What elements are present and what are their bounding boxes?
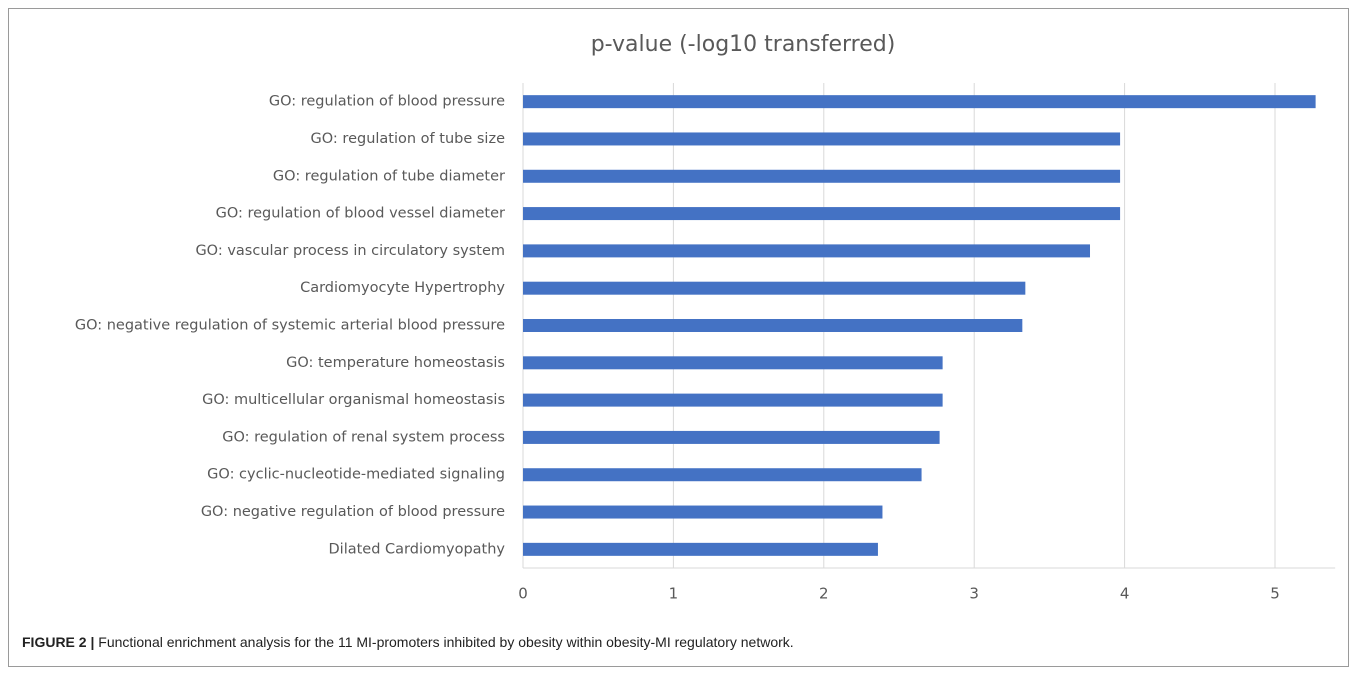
bar (523, 430, 940, 444)
y-tick-label: GO: regulation of blood vessel diameter (216, 206, 505, 222)
bar (523, 244, 1091, 258)
x-tick-label: 0 (518, 585, 528, 603)
caption-text: Functional enrichment analysis for the 1… (98, 634, 793, 650)
bar (523, 169, 1121, 183)
y-tick-label: GO: regulation of renal system process (222, 429, 505, 445)
bar (523, 281, 1026, 295)
bar (523, 207, 1121, 221)
x-tick-label: 5 (1270, 585, 1280, 603)
y-tick-label: GO: negative regulation of blood pressur… (201, 504, 505, 520)
bar (523, 505, 883, 519)
x-tick-label: 1 (669, 585, 679, 603)
bar (523, 356, 943, 370)
chart-title: p-value (-log10 transferred) (591, 32, 896, 57)
y-tick-label: GO: cyclic-nucleotide-mediated signaling (207, 467, 505, 483)
figure-frame (8, 8, 1349, 667)
bar (523, 542, 878, 556)
bar (523, 319, 1023, 332)
y-tick-label: GO: regulation of tube diameter (273, 168, 505, 184)
x-tick-label: 3 (969, 585, 979, 603)
y-tick-label: GO: temperature homeostasis (286, 355, 505, 371)
x-tick-label: 4 (1120, 585, 1130, 603)
figure-caption: FIGURE 2 | Functional enrichment analysi… (22, 634, 794, 650)
caption-label: FIGURE 2 | (22, 634, 94, 650)
bar (523, 95, 1316, 109)
y-tick-label: GO: vascular process in circulatory syst… (195, 243, 505, 259)
y-tick-label: GO: regulation of tube size (311, 131, 506, 147)
y-tick-label: GO: regulation of blood pressure (269, 94, 505, 110)
y-tick-label: Cardiomyocyte Hypertrophy (300, 280, 505, 296)
y-tick-label: GO: negative regulation of systemic arte… (75, 318, 505, 334)
bar (523, 393, 943, 407)
bar (523, 132, 1121, 146)
y-tick-label: Dilated Cardiomyopathy (329, 541, 506, 557)
y-tick-label: GO: multicellular organismal homeostasis (202, 392, 505, 408)
x-tick-label: 2 (819, 585, 829, 603)
bar (523, 468, 922, 482)
